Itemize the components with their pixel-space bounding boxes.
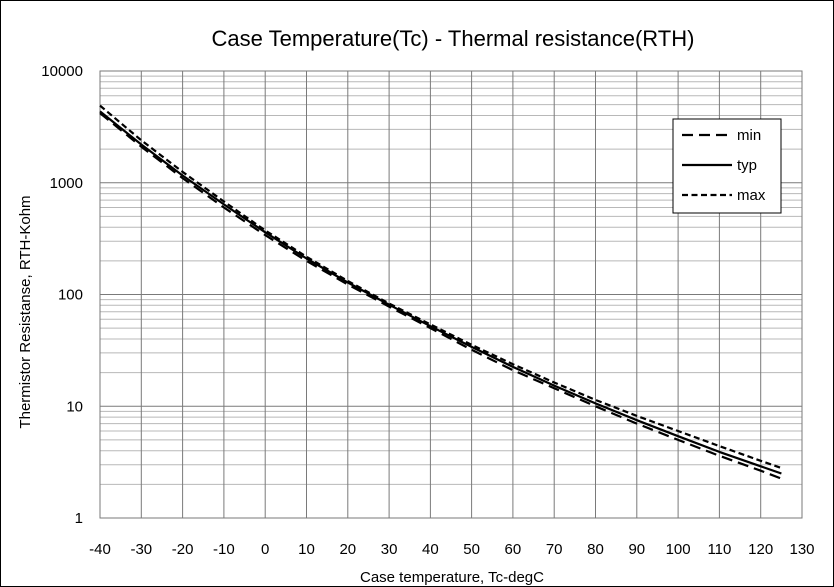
x-tick-label: 10 xyxy=(298,541,315,558)
x-tick-label: 70 xyxy=(546,541,563,558)
series-lines xyxy=(99,104,782,480)
series-line-typ xyxy=(99,110,782,475)
legend-label-typ: typ xyxy=(737,157,757,174)
series-line-max xyxy=(99,104,782,470)
x-tick-label: 40 xyxy=(422,541,439,558)
x-tick-label: 0 xyxy=(261,541,269,558)
tick-labels: -40 -30 -20 -10 0 10 20 30 40 50 60 70 80 90 100 110 120… xyxy=(41,63,814,558)
x-tick-label: 60 xyxy=(505,541,522,558)
y-tick-label: 1000 xyxy=(50,175,83,192)
x-tick-label: -10 xyxy=(213,541,235,558)
x-tick-label: 30 xyxy=(381,541,398,558)
chart-title: Case Temperature(Tc) - Thermal resistanc… xyxy=(212,26,695,51)
y-tick-label: 100 xyxy=(58,287,83,304)
y-tick-label: 10 xyxy=(66,398,83,415)
x-tick-label: 80 xyxy=(587,541,604,558)
y-tick-label: 1 xyxy=(75,510,83,527)
x-tick-label: 110 xyxy=(707,541,731,558)
x-tick-label: -40 xyxy=(89,541,111,558)
y-axis-label: Thermistor Resistanse, RTH-Kohm xyxy=(17,195,34,428)
x-axis-label: Case temperature, Tc-degC xyxy=(360,569,544,586)
x-tick-label: 90 xyxy=(628,541,645,558)
y-tick-label: 10000 xyxy=(41,63,83,80)
legend-label-min: min xyxy=(737,127,761,144)
x-tick-label: -20 xyxy=(172,541,194,558)
x-tick-label: 20 xyxy=(339,541,356,558)
x-tick-label: -30 xyxy=(130,541,152,558)
series-line-min xyxy=(99,112,782,480)
legend: min typ max xyxy=(672,118,782,214)
legend-label-max: max xyxy=(737,187,766,204)
x-tick-label: 120 xyxy=(748,541,773,558)
x-tick-label: 100 xyxy=(666,541,691,558)
plot-area xyxy=(99,70,803,519)
x-tick-label: 50 xyxy=(463,541,480,558)
x-tick-label: 130 xyxy=(789,541,814,558)
